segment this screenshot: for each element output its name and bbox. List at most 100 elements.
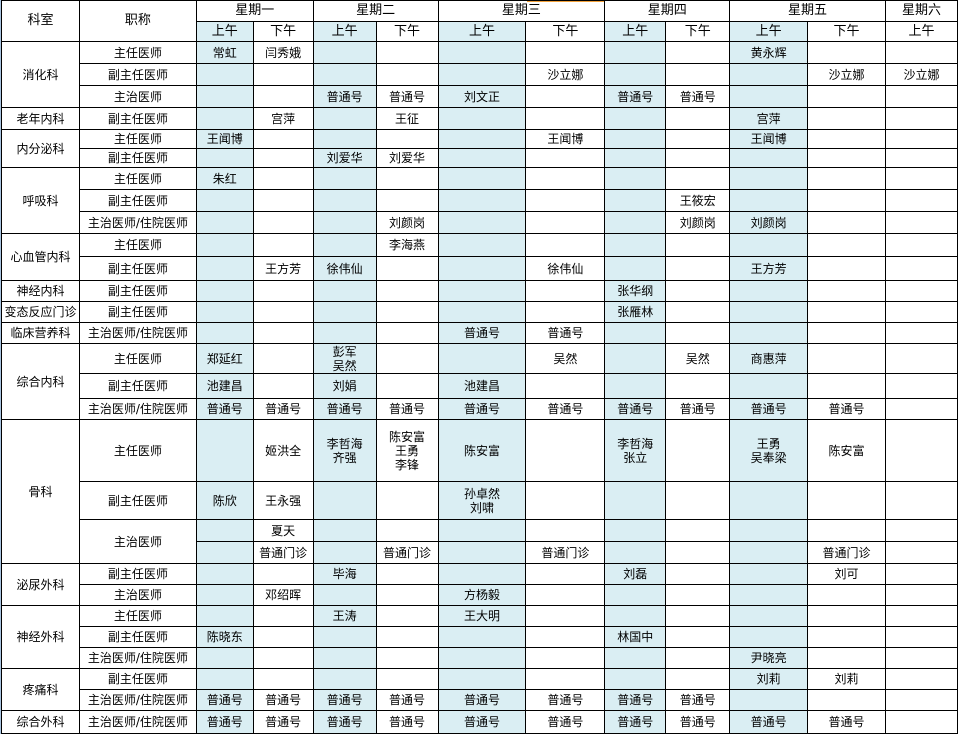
schedule-cell[interactable] xyxy=(884,256,958,281)
schedule-cell[interactable] xyxy=(604,373,667,399)
schedule-cell[interactable] xyxy=(884,148,958,168)
schedule-cell[interactable]: 普通号 xyxy=(312,85,377,108)
schedule-cell[interactable] xyxy=(375,63,439,86)
schedule-cell[interactable] xyxy=(195,256,254,281)
schedule-cell[interactable] xyxy=(665,148,731,168)
schedule-cell[interactable] xyxy=(729,626,809,648)
schedule-cell[interactable] xyxy=(729,280,809,302)
schedule-cell[interactable] xyxy=(312,189,377,212)
schedule-cell[interactable]: 王闻博 xyxy=(525,129,606,149)
schedule-cell[interactable]: 沙立娜 xyxy=(525,63,606,86)
schedule-cell[interactable] xyxy=(604,167,667,190)
schedule-cell[interactable]: 普通号 xyxy=(665,85,731,108)
schedule-cell[interactable] xyxy=(807,519,886,542)
schedule-cell[interactable]: 张雁林 xyxy=(604,301,667,323)
schedule-cell[interactable]: 林国中 xyxy=(604,626,667,648)
schedule-cell[interactable] xyxy=(665,63,731,86)
schedule-cell[interactable] xyxy=(665,647,731,669)
schedule-cell[interactable]: 沙立娜 xyxy=(884,63,958,86)
schedule-cell[interactable] xyxy=(729,85,809,108)
schedule-cell[interactable]: 普通号 xyxy=(437,689,527,711)
schedule-cell[interactable]: 刘娟 xyxy=(312,373,377,399)
schedule-cell[interactable] xyxy=(312,280,377,302)
schedule-cell[interactable]: 普通号 xyxy=(252,689,314,711)
schedule-cell[interactable]: 池建昌 xyxy=(195,373,254,399)
schedule-cell[interactable] xyxy=(729,519,809,542)
schedule-cell[interactable] xyxy=(884,211,958,234)
schedule-cell[interactable]: 王勇 吴奉梁 xyxy=(729,419,809,482)
schedule-cell[interactable]: 常虹 xyxy=(195,41,254,64)
schedule-cell[interactable]: 刘爱华 xyxy=(375,148,439,168)
schedule-cell[interactable] xyxy=(312,668,377,690)
schedule-cell[interactable] xyxy=(884,280,958,302)
schedule-cell[interactable] xyxy=(375,41,439,64)
schedule-cell[interactable] xyxy=(195,605,254,627)
schedule-cell[interactable] xyxy=(252,301,314,323)
schedule-cell[interactable] xyxy=(375,301,439,323)
schedule-cell[interactable] xyxy=(604,605,667,627)
schedule-cell[interactable] xyxy=(884,519,958,542)
schedule-cell[interactable] xyxy=(437,167,527,190)
schedule-cell[interactable] xyxy=(807,85,886,108)
schedule-cell[interactable] xyxy=(525,584,606,606)
schedule-cell[interactable]: 普通号 xyxy=(252,710,314,734)
schedule-cell[interactable]: 普通号 xyxy=(665,710,731,734)
schedule-cell[interactable]: 普通号 xyxy=(312,398,377,420)
schedule-cell[interactable]: 方杨毅 xyxy=(437,584,527,606)
schedule-cell[interactable] xyxy=(375,256,439,281)
schedule-cell[interactable] xyxy=(252,129,314,149)
schedule-cell[interactable]: 李海燕 xyxy=(375,233,439,257)
schedule-cell[interactable] xyxy=(665,563,731,585)
schedule-cell[interactable] xyxy=(437,189,527,212)
schedule-cell[interactable] xyxy=(807,280,886,302)
schedule-cell[interactable] xyxy=(604,541,667,564)
schedule-cell[interactable] xyxy=(252,605,314,627)
schedule-cell[interactable]: 王闻博 xyxy=(195,129,254,149)
schedule-cell[interactable] xyxy=(729,322,809,344)
schedule-cell[interactable] xyxy=(525,605,606,627)
schedule-cell[interactable] xyxy=(525,280,606,302)
schedule-cell[interactable] xyxy=(252,280,314,302)
schedule-cell[interactable] xyxy=(312,167,377,190)
schedule-cell[interactable] xyxy=(729,563,809,585)
schedule-cell[interactable] xyxy=(525,233,606,257)
schedule-cell[interactable]: 陈晓东 xyxy=(195,626,254,648)
schedule-cell[interactable] xyxy=(375,373,439,399)
schedule-cell[interactable] xyxy=(195,211,254,234)
schedule-cell[interactable] xyxy=(665,129,731,149)
schedule-cell[interactable] xyxy=(665,419,731,482)
schedule-cell[interactable] xyxy=(807,626,886,648)
schedule-cell[interactable] xyxy=(807,584,886,606)
schedule-cell[interactable] xyxy=(729,373,809,399)
schedule-cell[interactable] xyxy=(807,129,886,149)
schedule-cell[interactable] xyxy=(884,107,958,130)
schedule-cell[interactable]: 普通号 xyxy=(665,689,731,711)
schedule-cell[interactable] xyxy=(312,647,377,669)
schedule-cell[interactable] xyxy=(195,668,254,690)
schedule-cell[interactable]: 刘莉 xyxy=(807,668,886,690)
schedule-cell[interactable] xyxy=(665,481,731,520)
schedule-cell[interactable] xyxy=(195,584,254,606)
schedule-cell[interactable] xyxy=(807,256,886,281)
schedule-cell[interactable] xyxy=(604,233,667,257)
schedule-cell[interactable]: 吴然 xyxy=(665,343,731,374)
schedule-cell[interactable] xyxy=(375,605,439,627)
schedule-cell[interactable] xyxy=(195,107,254,130)
schedule-cell[interactable] xyxy=(437,211,527,234)
schedule-cell[interactable] xyxy=(729,167,809,190)
schedule-cell[interactable]: 普通号 xyxy=(525,322,606,344)
schedule-cell[interactable]: 普通号 xyxy=(312,710,377,734)
schedule-cell[interactable] xyxy=(252,189,314,212)
schedule-cell[interactable] xyxy=(312,322,377,344)
schedule-cell[interactable] xyxy=(729,189,809,212)
schedule-cell[interactable]: 普通号 xyxy=(604,689,667,711)
schedule-cell[interactable]: 王永强 xyxy=(252,481,314,520)
schedule-cell[interactable] xyxy=(604,647,667,669)
schedule-cell[interactable] xyxy=(252,343,314,374)
schedule-cell[interactable] xyxy=(807,343,886,374)
schedule-cell[interactable]: 徐伟仙 xyxy=(525,256,606,281)
schedule-cell[interactable] xyxy=(525,189,606,212)
schedule-cell[interactable]: 孙卓然 刘啸 xyxy=(437,481,527,520)
schedule-cell[interactable] xyxy=(525,167,606,190)
schedule-cell[interactable] xyxy=(729,148,809,168)
